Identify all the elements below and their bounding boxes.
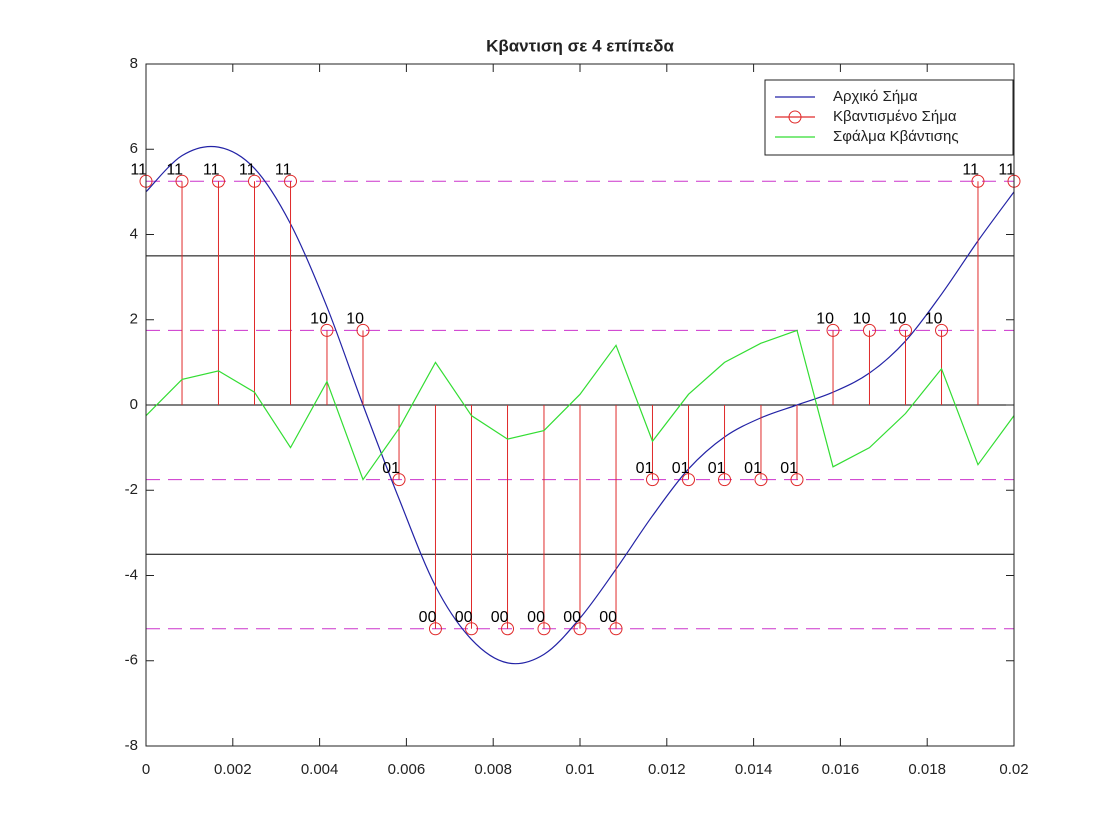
code-label: 11: [998, 161, 1015, 178]
code-label: 10: [853, 311, 871, 328]
signal-line: [146, 145, 1014, 665]
stem-marker: [862, 323, 876, 337]
y-tick-label: -8: [125, 737, 138, 754]
y-tick-label: 2: [130, 311, 138, 328]
x-tick-label: 0.012: [648, 761, 686, 778]
x-tick-label: 0.014: [735, 761, 773, 778]
chart-title: Κβαντιση σε 4 επίπεδα: [486, 36, 674, 55]
code-label: 10: [889, 311, 907, 328]
code-label: 11: [962, 161, 979, 178]
code-label: 11: [239, 161, 256, 178]
code-label: 00: [599, 609, 617, 626]
x-tick-label: 0.016: [822, 761, 860, 778]
code-label: 11: [166, 161, 183, 178]
y-tick-label: 0: [130, 396, 138, 413]
code-label: 10: [346, 311, 364, 328]
x-tick-label: 0: [142, 761, 150, 778]
stem-marker: [428, 622, 442, 636]
y-tick-label: -4: [125, 566, 138, 583]
stem-marker: [790, 473, 804, 487]
legend-label: Κβαντισμένο Σήμα: [833, 108, 957, 125]
stem-marker: [537, 622, 551, 636]
legend-label: Σφάλμα Κβάντισης: [833, 128, 959, 145]
code-label: 10: [310, 311, 328, 328]
code-label: 11: [275, 161, 292, 178]
stem-marker: [718, 473, 732, 487]
code-label: 11: [203, 161, 220, 178]
x-tick-label: 0.002: [214, 761, 252, 778]
y-tick-label: 8: [130, 55, 138, 72]
code-label: 10: [816, 311, 834, 328]
x-tick-label: 0.01: [565, 761, 594, 778]
code-label: 11: [130, 161, 147, 178]
code-label: 01: [382, 460, 400, 477]
x-tick-label: 0.006: [388, 761, 426, 778]
y-tick-label: 4: [130, 225, 138, 242]
stem-marker: [175, 174, 189, 188]
stem-marker: [754, 473, 768, 487]
code-label: 01: [636, 460, 654, 477]
stem-marker: [211, 174, 225, 188]
stem-marker: [826, 323, 840, 337]
stem-marker: [465, 622, 478, 636]
code-label: 10: [925, 311, 943, 328]
y-tick-label: 6: [130, 140, 138, 157]
error-line: [145, 329, 1015, 481]
code-label: 00: [419, 609, 437, 626]
stem-marker: [284, 174, 298, 188]
stem-marker: [356, 323, 370, 337]
y-tick-label: -2: [125, 481, 138, 498]
stem-marker: [320, 323, 334, 337]
stem-marker: [609, 622, 623, 636]
code-label: 00: [527, 609, 545, 626]
stem-marker: [935, 323, 949, 337]
x-tick-label: 0.008: [474, 761, 512, 778]
stem-marker: [501, 622, 515, 636]
code-label: 00: [455, 609, 473, 626]
y-tick-label: -6: [125, 652, 138, 669]
stem-marker: [573, 622, 587, 636]
stem-marker: [392, 473, 406, 487]
stem-marker: [682, 473, 695, 487]
code-label: 01: [672, 460, 690, 477]
stem-marker: [899, 323, 912, 337]
stem-marker: [248, 174, 261, 188]
code-label: 01: [744, 460, 762, 477]
code-label: 01: [708, 460, 726, 477]
stem-marker: [645, 473, 659, 487]
legend-label: Αρχικό Σήμα: [833, 88, 918, 105]
legend-marker: [788, 110, 802, 124]
code-label: 01: [780, 460, 798, 477]
stem-marker: [971, 174, 985, 188]
x-tick-label: 0.004: [301, 761, 339, 778]
x-tick-label: 0.018: [908, 761, 946, 778]
x-tick-label: 0.02: [999, 761, 1028, 778]
code-label: 00: [563, 609, 581, 626]
code-label: 00: [491, 609, 509, 626]
